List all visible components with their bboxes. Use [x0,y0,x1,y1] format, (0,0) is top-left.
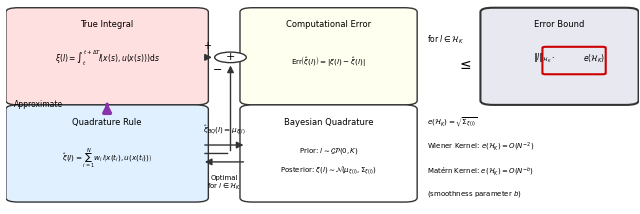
Text: Prior: $l \sim \mathcal{GP}(0, K)$: Prior: $l \sim \mathcal{GP}(0, K)$ [299,146,358,156]
Text: $e(\mathcal{H}_K) = \sqrt{\Sigma_{\xi(l)}}$: $e(\mathcal{H}_K) = \sqrt{\Sigma_{\xi(l)… [427,115,477,129]
FancyBboxPatch shape [481,8,639,105]
Text: Computational Error: Computational Error [286,20,371,29]
Text: Posterior: $\xi(l) \sim \mathcal{N}\!\left(\mu_{\xi(l)}, \Sigma_{\xi(l)}\right)$: Posterior: $\xi(l) \sim \mathcal{N}\!\le… [280,165,377,176]
Text: True Integral: True Integral [81,20,134,29]
Text: $\hat{\xi}(l) = \sum_{i=1}^{N} w_i\, l\!\left(x(t_i),u(x(t_i))\right)$: $\hat{\xi}(l) = \sum_{i=1}^{N} w_i\, l\!… [62,146,152,169]
Text: $\|l\|_{\mathcal{H}_K} \cdot$: $\|l\|_{\mathcal{H}_K} \cdot$ [532,52,555,65]
FancyBboxPatch shape [240,105,417,202]
Text: +: + [226,52,235,62]
Text: +: + [204,41,211,51]
Text: −: − [213,65,223,75]
Text: $e(\mathcal{H}_K)$: $e(\mathcal{H}_K)$ [583,52,605,65]
Text: $\xi(l) = \int_{t}^{t+\Delta T} l\!\left(x(s),u(x(s))\right)\mathrm{d}s$: $\xi(l) = \int_{t}^{t+\Delta T} l\!\left… [54,48,159,68]
Text: for $l \in \mathcal{H}_K$: for $l \in \mathcal{H}_K$ [427,33,463,46]
Text: Error Bound: Error Bound [534,20,585,29]
FancyBboxPatch shape [240,8,417,105]
Circle shape [214,52,246,63]
Text: Bayesian Quadrature: Bayesian Quadrature [284,117,373,126]
Text: Matérn Kernel: $e(\mathcal{H}_K) = O(N^{-b})$: Matérn Kernel: $e(\mathcal{H}_K) = O(N^{… [427,166,534,178]
Text: $\mathrm{Err}\!\left(\hat{\xi}(l)\right) = |\xi(l) - \hat{\xi}(l)|$: $\mathrm{Err}\!\left(\hat{\xi}(l)\right)… [291,54,366,68]
Text: $\leq$: $\leq$ [457,58,472,72]
FancyBboxPatch shape [6,105,209,202]
Text: $\hat{\xi}_{BQ}(l) = \mu_{\xi(l)}$: $\hat{\xi}_{BQ}(l) = \mu_{\xi(l)}$ [203,123,246,137]
Text: Optimal
for $l \in \mathcal{H}_K$: Optimal for $l \in \mathcal{H}_K$ [207,175,241,192]
Text: Quadrature Rule: Quadrature Rule [72,117,142,126]
Text: Approximate: Approximate [13,100,63,109]
FancyBboxPatch shape [6,8,209,105]
Text: Wiener Kernel: $e(\mathcal{H}_K) = O(N^{-2})$: Wiener Kernel: $e(\mathcal{H}_K) = O(N^{… [427,141,534,153]
Text: (smoothness parameter $b$): (smoothness parameter $b$) [427,189,522,199]
